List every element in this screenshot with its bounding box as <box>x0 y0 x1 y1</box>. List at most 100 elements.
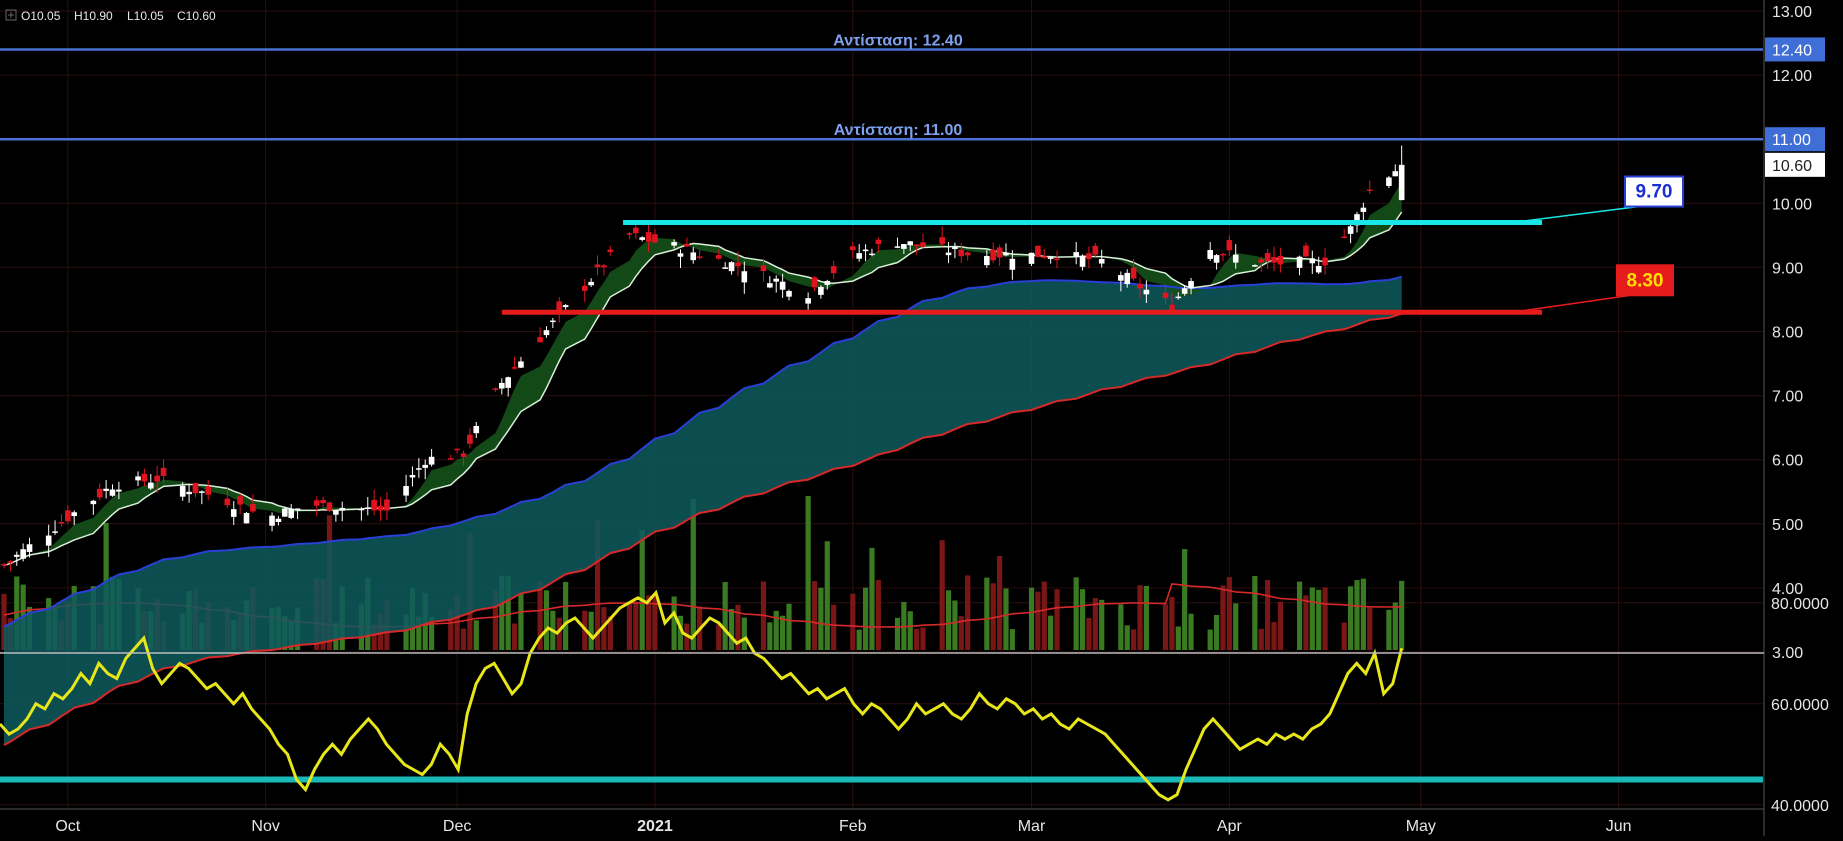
support-callout-label: 8.30 <box>1627 270 1664 291</box>
volume-bar <box>824 541 830 650</box>
volume-bar <box>563 581 569 650</box>
candle-body <box>722 267 728 269</box>
volume-bar <box>518 592 524 650</box>
time-axis[interactable]: Oct Nov Dec 2021 Feb Mar Apr May Jun <box>55 818 1631 835</box>
expand-icon[interactable] <box>5 9 17 21</box>
candle-body <box>786 290 792 297</box>
candle-body <box>409 475 416 478</box>
candle-body <box>684 243 690 247</box>
candle-body <box>65 510 71 522</box>
candle-body <box>677 253 684 257</box>
candle-body <box>830 266 837 274</box>
candle-body <box>364 507 371 510</box>
candle-body <box>403 486 409 496</box>
price-tick-label: 4.00 <box>1772 581 1803 598</box>
volume-bar <box>831 604 837 650</box>
volume-bar <box>811 581 818 650</box>
volume-bar <box>773 610 779 650</box>
candle-body <box>894 246 901 248</box>
candle-body <box>735 262 741 267</box>
candle-body <box>26 544 33 552</box>
support-callout-leader <box>1511 294 1632 314</box>
candle-body <box>939 237 945 244</box>
candle-body <box>1092 245 1099 255</box>
price-tag-box <box>1765 127 1825 152</box>
volume-bar <box>677 615 684 650</box>
candle-body <box>1296 256 1303 268</box>
volume-bar <box>1271 622 1277 650</box>
candle-body <box>696 256 703 258</box>
volume-bar <box>460 628 467 650</box>
volume-bar <box>767 622 773 650</box>
candle-body <box>1354 214 1360 226</box>
candle-body <box>1315 265 1322 273</box>
candle-body <box>160 467 167 476</box>
candle-body <box>1309 258 1316 264</box>
candle-body <box>1392 171 1399 177</box>
candle-body <box>294 508 301 511</box>
ma-red-line <box>3 312 1403 746</box>
candle-body <box>1181 288 1188 294</box>
candle-body <box>333 510 339 515</box>
price-tag-box <box>1765 37 1825 62</box>
candle-body <box>454 448 460 451</box>
candle-body <box>945 252 952 256</box>
resistance-label: Αντίσταση: 12.40 <box>833 32 963 49</box>
candle-body <box>230 509 237 517</box>
candle-body <box>537 337 543 343</box>
candle-body <box>1322 257 1328 266</box>
candle-body <box>205 486 212 495</box>
candle-body <box>652 234 658 243</box>
candle-body <box>422 464 429 468</box>
support-callout-box <box>1616 264 1674 297</box>
candle-body <box>1169 304 1175 312</box>
time-tick-label: Oct <box>55 818 80 835</box>
candle-body <box>594 264 601 268</box>
candle-body <box>1137 283 1143 289</box>
volume-bar <box>1073 577 1079 650</box>
price-tick-label: 13.00 <box>1772 4 1812 21</box>
candle-body <box>275 518 282 522</box>
volume-bar <box>856 629 862 650</box>
candle-body <box>1118 275 1124 281</box>
candle-body <box>715 255 722 259</box>
candle-body <box>1124 272 1131 285</box>
time-tick-label: May <box>1406 818 1436 835</box>
volume-bar <box>607 616 613 650</box>
candle-body <box>199 491 205 493</box>
volume-bar <box>1296 581 1303 650</box>
candle-body <box>1226 240 1233 251</box>
candle-body <box>7 561 14 563</box>
volume-bar <box>652 596 658 650</box>
volume-bar <box>1277 601 1284 650</box>
volume-bar <box>454 595 460 650</box>
volume-bar <box>1 593 7 650</box>
volume-bar <box>1143 585 1149 650</box>
price-tick-label: 9.00 <box>1772 260 1803 277</box>
price-tick-label: 8.00 <box>1772 325 1803 342</box>
volume-bar <box>371 624 377 650</box>
candle-body <box>1271 257 1277 263</box>
candle-body <box>473 425 480 434</box>
candle-body <box>818 286 824 295</box>
volume-bar <box>428 617 435 650</box>
candle-body <box>492 388 499 390</box>
candle-body <box>588 281 594 286</box>
candle-body <box>1188 281 1194 289</box>
candle-body <box>428 456 435 465</box>
price-tick-label: 3.00 <box>1772 645 1803 662</box>
volume-bar <box>1367 607 1373 650</box>
volume-bar <box>1048 615 1054 650</box>
candle-body <box>1213 255 1220 263</box>
support-callout-box <box>1624 175 1684 208</box>
resistance-label: Αντίσταση: 11.00 <box>834 122 963 139</box>
candle-body <box>416 468 422 470</box>
volume-bar <box>1265 579 1271 650</box>
volume-bar <box>984 577 990 650</box>
volume-bar <box>907 611 913 650</box>
candle-body <box>1366 189 1373 192</box>
volume-bar <box>1003 588 1009 650</box>
volume-bar <box>1092 598 1098 650</box>
